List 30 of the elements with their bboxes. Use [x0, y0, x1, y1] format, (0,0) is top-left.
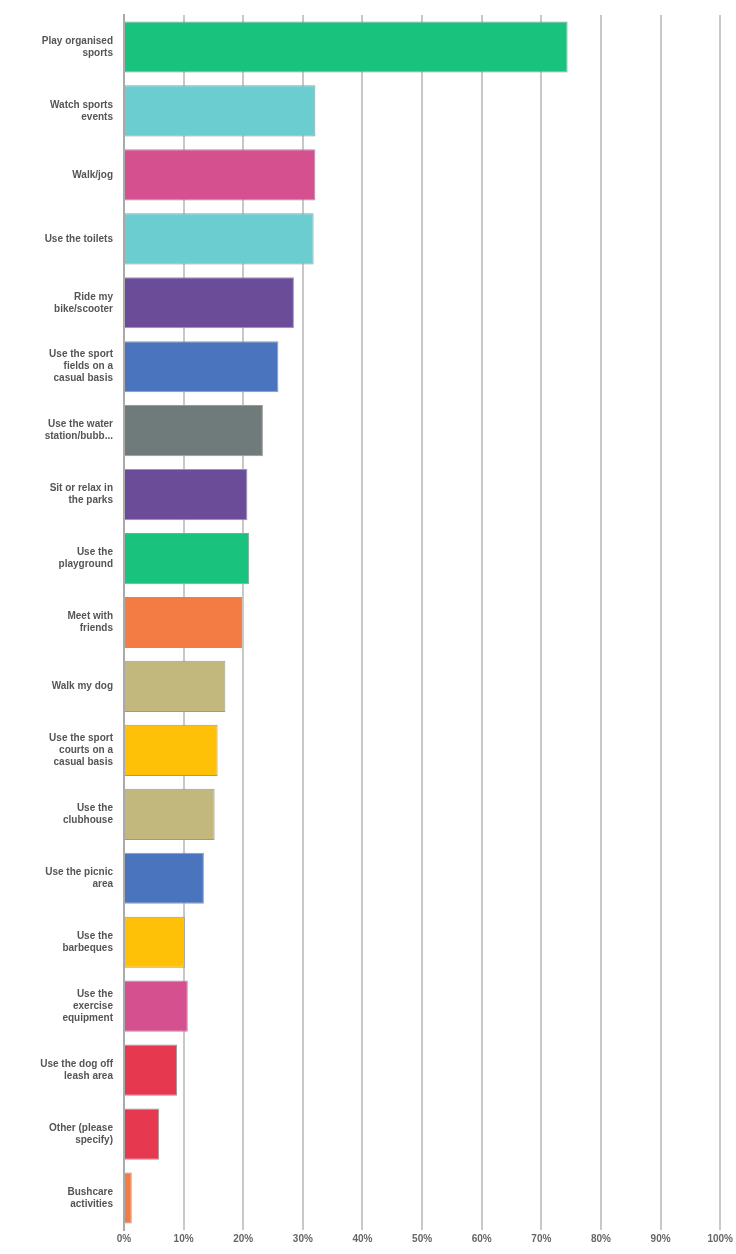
x-tick-label: 10% [173, 1232, 194, 1244]
x-tick-label: 0% [116, 1232, 132, 1244]
x-tick-label: 100% [707, 1232, 734, 1244]
y-tick-label: Ride my bike/scooter [54, 290, 114, 314]
y-tick-label: Meet with friends [67, 610, 114, 634]
y-tick-label: Sit or relax in the parks [49, 482, 114, 506]
y-tick-label: Use the clubhouse [62, 802, 114, 826]
x-tick-label: 30% [292, 1232, 313, 1244]
y-tick-label: Walk my dog [51, 680, 113, 692]
y-tick-label: Use the exercise equipment [62, 987, 114, 1023]
y-tick-label: Use the picnic area [45, 866, 114, 890]
y-tick-label: Bushcare activities [67, 1185, 114, 1209]
y-tick-label: Use the playground [58, 546, 114, 570]
y-tick-label: Use the dog off leash area [40, 1057, 114, 1081]
y-tick-label: Play organised sports [41, 34, 114, 58]
x-tick-label: 20% [233, 1232, 254, 1244]
y-tick-label: Use the water station/bubb... [44, 418, 114, 442]
x-tick-label: 90% [650, 1232, 671, 1244]
x-tick-label: 80% [590, 1232, 612, 1244]
y-tick-label: Watch sports events [50, 98, 114, 122]
y-tick-label: Other (please specify) [49, 1121, 114, 1145]
x-tick-label: 60% [471, 1232, 492, 1244]
y-tick-label: Use the sport courts on a casual basis [49, 732, 114, 768]
y-tick-label: Use the sport fields on a casual basis [49, 348, 114, 384]
y-tick-label: Use the barbeques [62, 929, 114, 953]
y-tick-label: Use the toilets [44, 232, 114, 244]
x-tick-label: 50% [412, 1232, 433, 1244]
x-tick-label: 70% [531, 1232, 552, 1244]
y-tick-label: Walk/jog [72, 168, 113, 180]
x-tick-label: 40% [352, 1232, 373, 1244]
